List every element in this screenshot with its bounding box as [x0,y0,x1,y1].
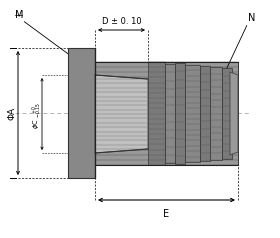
Text: D ± 0. 10: D ± 0. 10 [102,16,141,25]
Polygon shape [95,75,148,153]
Text: E: E [164,209,170,219]
Text: $\phi$C $^{\ \ +0}_{-0.15}$: $\phi$C $^{\ \ +0}_{-0.15}$ [30,103,44,129]
Polygon shape [222,68,232,159]
Polygon shape [148,62,165,165]
Polygon shape [68,48,95,178]
Text: ΦA: ΦA [8,106,17,119]
Polygon shape [210,67,222,160]
Polygon shape [165,64,175,163]
Polygon shape [95,62,238,165]
Text: N: N [248,13,255,23]
Polygon shape [200,66,210,161]
Polygon shape [185,65,200,162]
Polygon shape [230,72,238,155]
Polygon shape [175,63,185,164]
Text: M: M [15,10,24,20]
